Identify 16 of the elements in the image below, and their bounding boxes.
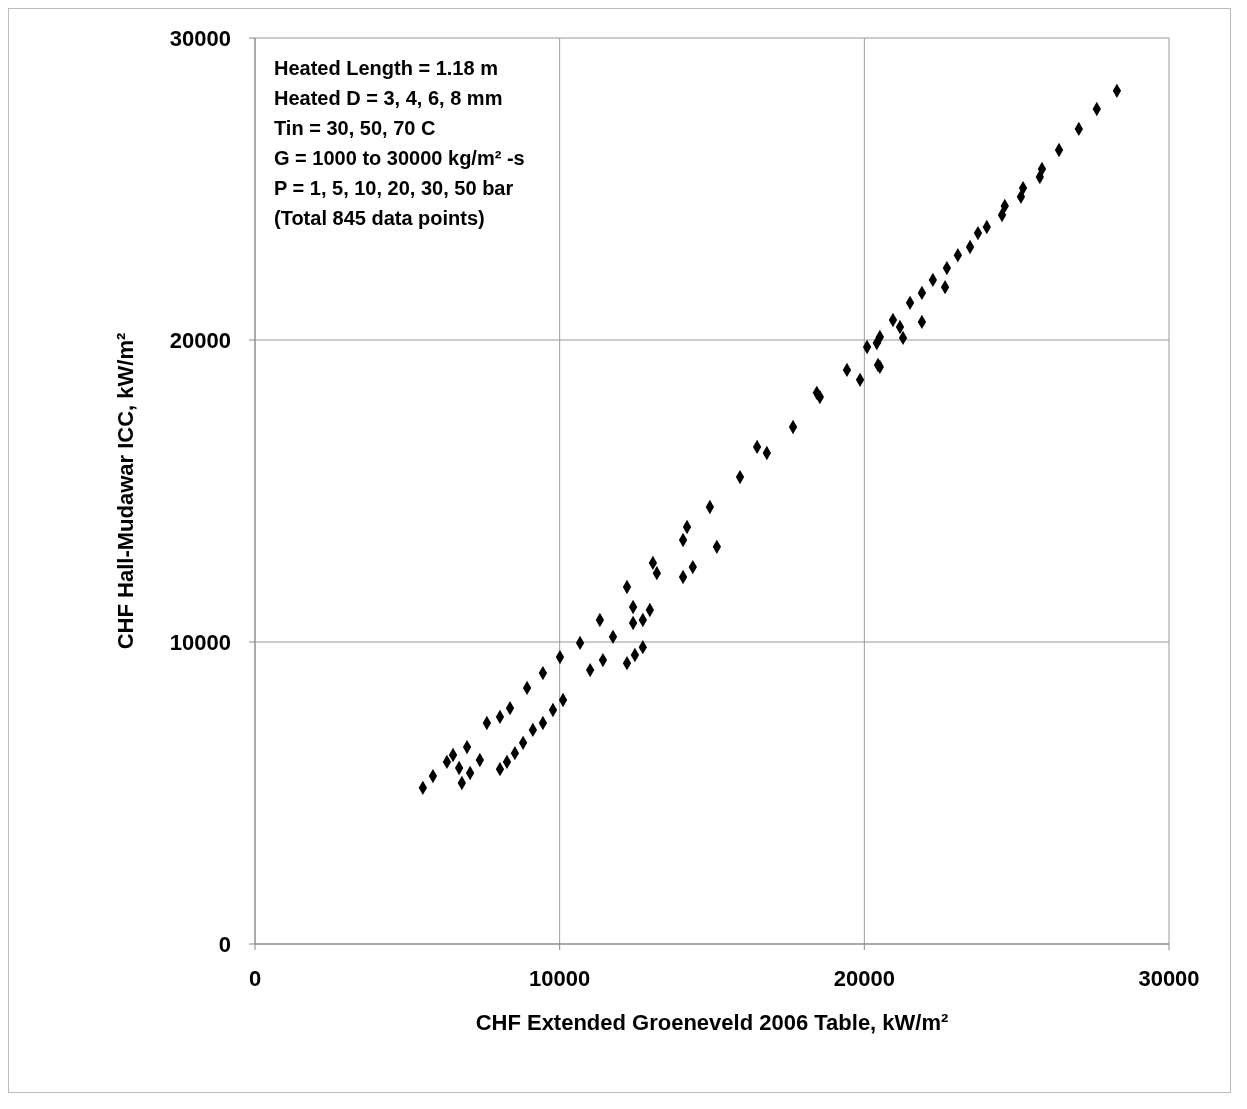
annotation: Heated D = 3, 4, 6, 8 mm <box>274 87 503 109</box>
y-tick-label: 10000 <box>169 630 231 655</box>
annotation: Heated Length = 1.18 m <box>274 57 498 79</box>
y-tick-label: 20000 <box>169 328 231 353</box>
x-tick-label: 30000 <box>1138 966 1200 991</box>
y-tick-label: 30000 <box>169 26 231 51</box>
x-tick-label: 10000 <box>529 966 591 991</box>
annotation: (Total 845 data points) <box>274 207 485 229</box>
y-tick-label: 0 <box>218 932 231 957</box>
annotation: P = 1, 5, 10, 20, 30, 50 bar <box>274 177 514 199</box>
x-tick-label: 20000 <box>833 966 895 991</box>
x-tick-label: 0 <box>248 966 262 991</box>
annotation: Tin = 30, 50, 70 C <box>274 117 436 139</box>
annotation: G = 1000 to 30000 kg/m² -s <box>274 147 525 169</box>
y-axis-title: CHF Hall-Mudawar ICC, kW/m² <box>113 332 138 650</box>
x-axis-title: CHF Extended Groeneveld 2006 Table, kW/m² <box>475 1010 949 1035</box>
